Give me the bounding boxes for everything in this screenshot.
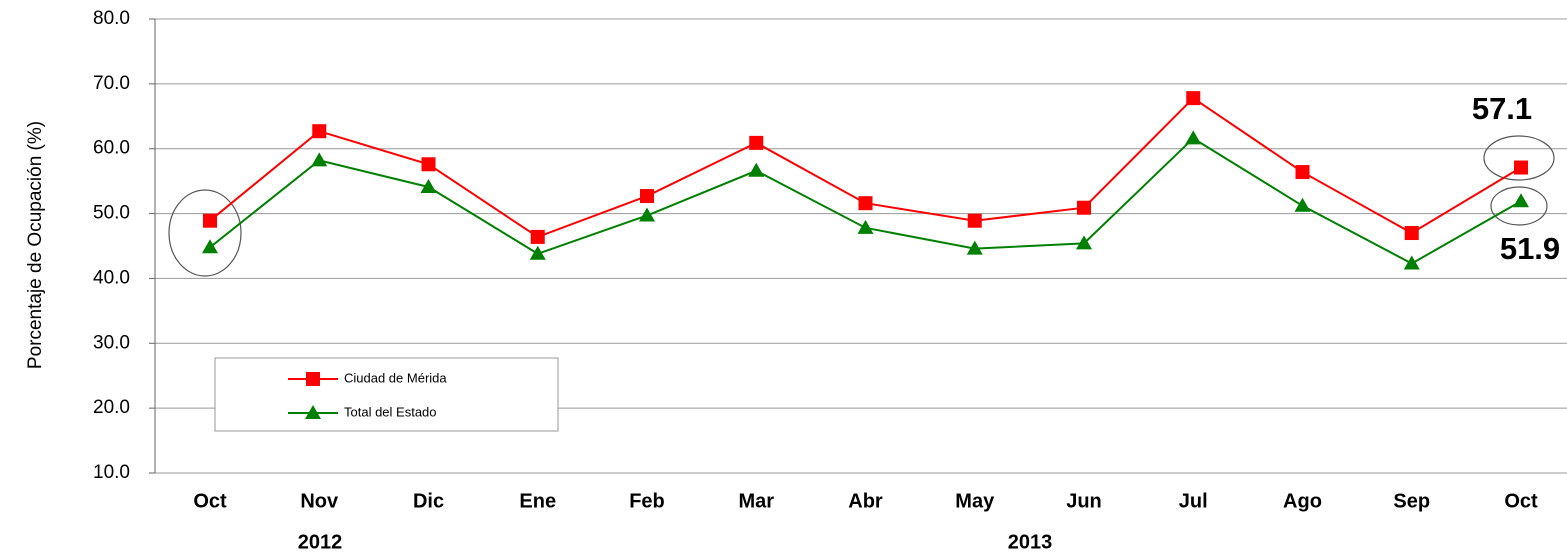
x-tick-label: Ene [519, 490, 556, 512]
x-tick-label: Nov [300, 490, 339, 512]
x-tick-label: Oct [1504, 490, 1538, 512]
marker [202, 239, 218, 254]
legend-label: Total del Estado [344, 404, 437, 419]
marker [1077, 200, 1091, 215]
marker [421, 157, 436, 172]
y-tick-label: 80.0 [93, 8, 130, 29]
marker [1076, 235, 1092, 250]
marker [858, 196, 873, 211]
x-tick-label: Sep [1393, 490, 1430, 512]
y-axis-label: Porcentaje de Ocupación (%) [25, 121, 46, 369]
x-tick-label: Jul [1179, 490, 1208, 512]
marker [312, 124, 327, 139]
marker [749, 135, 764, 150]
marker [420, 178, 437, 193]
x-tick-label: Mar [738, 490, 774, 512]
x-tick-label: Feb [629, 490, 665, 512]
highlight-ellipse [1483, 135, 1555, 181]
marker [967, 213, 982, 228]
marker [530, 229, 545, 244]
marker [966, 240, 983, 255]
annotation: 51.9 [1500, 231, 1560, 266]
marker [1186, 91, 1201, 106]
marker [639, 207, 655, 222]
marker [203, 213, 217, 228]
annotation: 57.1 [1472, 91, 1532, 126]
x-tick-label: Oct [193, 490, 227, 512]
marker [640, 189, 654, 204]
legend-label: Ciudad de Mérida [344, 370, 447, 385]
marker [1295, 165, 1310, 180]
marker [857, 219, 874, 234]
marker [1513, 193, 1529, 208]
marker [1185, 130, 1202, 145]
x-tick-label: Ago [1283, 490, 1322, 512]
x-tick-label: Jun [1066, 490, 1102, 512]
y-tick-label: 70.0 [93, 73, 130, 94]
year-label: 2012 [298, 531, 343, 552]
highlight-ellipse [168, 189, 242, 277]
x-tick-label: May [955, 490, 995, 512]
x-tick-label: Dic [413, 490, 444, 512]
series-line [209, 96, 1522, 239]
y-tick-label: 60.0 [93, 138, 130, 159]
highlight-ellipse [1490, 186, 1548, 226]
marker [529, 245, 546, 260]
y-tick-label: 40.0 [93, 267, 130, 288]
x-tick-label: Abr [848, 490, 883, 512]
marker [305, 405, 321, 419]
marker [306, 372, 320, 386]
y-tick-label: 30.0 [93, 332, 130, 353]
marker [1403, 255, 1420, 270]
legend: Ciudad de Mérida Total del Estado [214, 357, 559, 432]
marker [1404, 226, 1419, 241]
marker [748, 162, 765, 177]
year-label: 2013 [1008, 531, 1053, 552]
marker [1514, 160, 1528, 175]
marker [1294, 197, 1311, 212]
marker [311, 152, 328, 167]
y-tick-label: 50.0 [93, 203, 130, 224]
y-tick-label: 20.0 [93, 397, 130, 418]
legend-box [214, 357, 559, 432]
y-tick-label: 10.0 [93, 462, 130, 483]
